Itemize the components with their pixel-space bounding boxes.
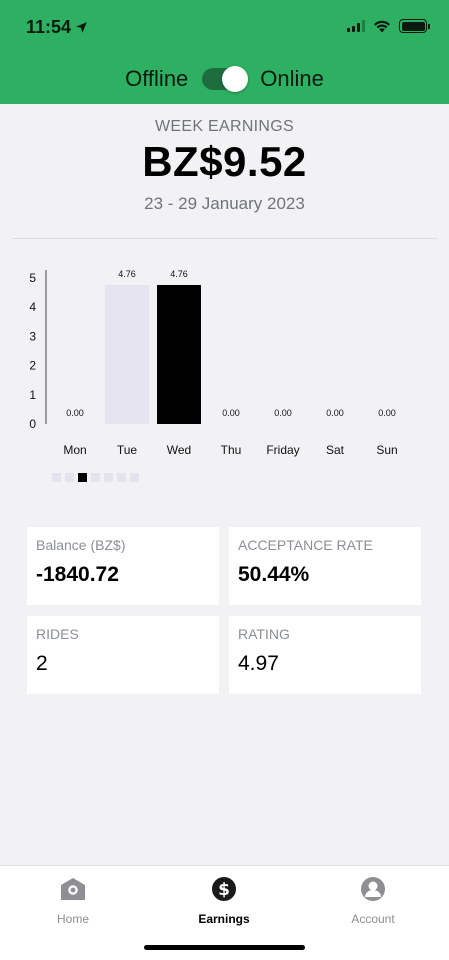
battery-icon bbox=[399, 19, 430, 33]
tab-home[interactable]: Home bbox=[23, 876, 123, 926]
y-tick-label: 5 bbox=[29, 271, 36, 285]
balance-card: Balance (BZ$) -1840.72 bbox=[27, 527, 219, 605]
x-tick-label: Mon bbox=[63, 443, 86, 457]
bar-value-label: 0.00 bbox=[326, 408, 344, 418]
week-date-range: 23 - 29 January 2023 bbox=[144, 194, 305, 213]
offline-label: Offline bbox=[125, 66, 189, 91]
status-time-text: 11:54 bbox=[26, 17, 72, 37]
pager-dot[interactable] bbox=[117, 473, 126, 482]
earnings-chart[interactable]: 0 1 2 3 4 5 0.00 Mon 4.76 Tue 4.76 Wed 0.00 Thu 0.00 Fr… bbox=[0, 262, 449, 462]
online-label: Online bbox=[260, 66, 324, 91]
week-summary: WEEK EARNINGS BZ$9.52 23 - 29 January 20… bbox=[0, 104, 449, 214]
status-icons bbox=[347, 19, 430, 33]
tab-earnings-label: Earnings bbox=[198, 912, 250, 926]
y-tick-label: 2 bbox=[29, 359, 36, 373]
toggle-knob bbox=[222, 66, 249, 92]
wifi-icon bbox=[374, 20, 390, 32]
week-pager[interactable] bbox=[52, 473, 139, 482]
x-tick-label: Friday bbox=[266, 443, 299, 457]
bar-value-label: 0.00 bbox=[274, 408, 292, 418]
rides-card: RIDES 2 bbox=[27, 616, 219, 694]
acceptance-rate-value: 50.44% bbox=[238, 563, 310, 586]
y-tick-label: 1 bbox=[29, 388, 36, 402]
y-tick-label: 4 bbox=[29, 300, 36, 314]
pager-dot[interactable] bbox=[130, 473, 139, 482]
bar-value-label: 0.00 bbox=[66, 408, 84, 418]
home-icon bbox=[61, 878, 85, 900]
rides-value: 2 bbox=[36, 652, 48, 675]
rating-label: RATING bbox=[238, 626, 290, 642]
x-tick-label: Sat bbox=[326, 443, 345, 457]
x-tick-label: Tue bbox=[117, 443, 138, 457]
pager-dot[interactable] bbox=[52, 473, 61, 482]
svg-text:$: $ bbox=[218, 880, 230, 900]
balance-label: Balance (BZ$) bbox=[36, 537, 126, 553]
bar-value-label: 0.00 bbox=[222, 408, 240, 418]
pager-dot[interactable] bbox=[91, 473, 100, 482]
dollar-icon: $ bbox=[212, 877, 236, 901]
bar-value-label: 4.76 bbox=[118, 269, 136, 279]
rides-label: RIDES bbox=[36, 626, 79, 642]
home-indicator bbox=[144, 945, 305, 950]
rating-value: 4.97 bbox=[238, 652, 279, 675]
balance-value: -1840.72 bbox=[36, 563, 119, 586]
x-tick-label: Sun bbox=[376, 443, 397, 457]
acceptance-rate-label: ACCEPTANCE RATE bbox=[238, 537, 373, 553]
rating-card: RATING 4.97 bbox=[229, 616, 421, 694]
earnings-chart-svg: 0 1 2 3 4 5 0.00 Mon 4.76 Tue 4.76 Wed 0.00 Thu 0.00 Fr… bbox=[29, 269, 397, 457]
location-arrow-icon bbox=[76, 22, 87, 33]
cellular-signal-icon bbox=[347, 20, 365, 32]
x-tick-label: Thu bbox=[221, 443, 242, 457]
online-toggle-switch[interactable] bbox=[202, 66, 249, 92]
header-bar: 11:54 Offline Online bbox=[0, 0, 449, 104]
status-time: 11:54 bbox=[26, 17, 88, 38]
y-tick-label: 3 bbox=[29, 329, 36, 343]
acceptance-rate-card: ACCEPTANCE RATE 50.44% bbox=[229, 527, 421, 605]
pager-dot[interactable] bbox=[104, 473, 113, 482]
tab-account-label: Account bbox=[351, 912, 395, 926]
tab-account[interactable]: Account bbox=[323, 876, 423, 926]
bar-wed bbox=[157, 285, 201, 424]
bottom-tab-bar: Home $ Earnings Account bbox=[0, 865, 449, 960]
availability-toggle-row: Offline Online bbox=[0, 62, 449, 96]
bar-value-label: 0.00 bbox=[378, 408, 396, 418]
bar-value-label: 4.76 bbox=[170, 269, 188, 279]
person-icon bbox=[361, 877, 385, 901]
week-earnings-amount: BZ$9.52 bbox=[142, 138, 307, 185]
tab-home-label: Home bbox=[56, 912, 89, 926]
pager-dot[interactable] bbox=[65, 473, 74, 482]
y-tick-label: 0 bbox=[29, 417, 36, 431]
divider bbox=[12, 238, 437, 239]
pager-dot[interactable] bbox=[78, 473, 87, 482]
tab-earnings[interactable]: $ Earnings bbox=[174, 876, 274, 926]
x-tick-label: Wed bbox=[167, 443, 191, 457]
bar-tue bbox=[105, 285, 149, 424]
week-earnings-label: WEEK EARNINGS bbox=[154, 118, 295, 135]
